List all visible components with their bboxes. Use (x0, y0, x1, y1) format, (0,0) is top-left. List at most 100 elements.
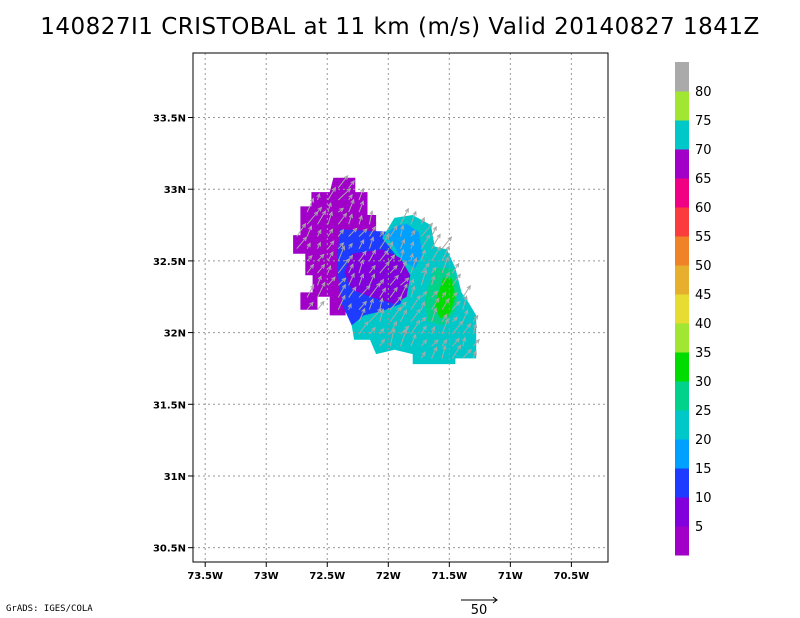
wind-vector (420, 235, 430, 249)
wind-vector (317, 264, 325, 274)
wind-vector (441, 298, 449, 310)
wind-vector-head (432, 225, 437, 231)
wind-vector (379, 309, 384, 322)
wind-vector (337, 246, 345, 262)
wind-vector (327, 251, 334, 262)
colorbar-swatch (675, 62, 689, 92)
wind-vector-head (422, 325, 427, 331)
wind-vector-head (360, 187, 365, 193)
wind-vector-head (329, 250, 334, 256)
wind-vector-head (389, 241, 394, 247)
wind-vector-head (320, 263, 326, 269)
wind-vector-head (321, 281, 326, 287)
wind-vector-head (339, 242, 345, 248)
wind-vector-head (316, 192, 321, 198)
colorbar-label: 50 (695, 259, 712, 274)
wind-vector-head (361, 307, 366, 313)
wind-vector-head (339, 228, 345, 234)
wind-vector (379, 233, 390, 249)
wind-vector-head (433, 307, 438, 313)
colorbar-swatch (675, 91, 689, 121)
wind-vector-head (371, 225, 376, 231)
wind-vector (472, 315, 479, 323)
wind-vector (410, 230, 416, 237)
wind-vector-head (442, 344, 447, 350)
wind-vector (431, 339, 439, 347)
wind-vector-head (393, 224, 398, 230)
wind-vector (410, 309, 421, 323)
wind-vector-head (445, 271, 451, 277)
wind-vector-head (461, 336, 467, 342)
wind-vector (348, 214, 353, 225)
wind-vector (306, 255, 313, 262)
wind-vector-head (444, 298, 450, 304)
wind-vector-head (466, 284, 471, 290)
wind-vector (389, 287, 398, 298)
wind-vector-head (381, 287, 386, 293)
wind-vector-head (328, 228, 334, 234)
wind-vector-head (455, 262, 460, 268)
wind-vector-head (359, 259, 365, 265)
wind-vector (410, 295, 421, 310)
wind-vector (327, 211, 333, 225)
wind-vector (462, 285, 471, 298)
wind-vector (306, 264, 314, 274)
wind-vector-head (456, 344, 462, 350)
wind-vector-head (342, 212, 348, 218)
wind-vector (420, 223, 433, 237)
wind-vector (358, 228, 368, 237)
wind-vector-head (433, 290, 439, 296)
wind-vector (462, 310, 468, 323)
wind-vector-head (379, 297, 384, 303)
wind-vector-head (463, 295, 468, 301)
wind-vector-head (331, 276, 336, 282)
wind-vector (368, 282, 381, 298)
colorbar-label: 80 (695, 85, 712, 100)
wind-vector-head (422, 339, 428, 345)
colorbar-label: 20 (695, 433, 712, 448)
wind-vector-head (432, 266, 437, 272)
wind-vector-head (467, 348, 472, 354)
wind-vector-head (403, 283, 408, 289)
colorbar-label: 30 (695, 375, 712, 390)
wind-vector-head (425, 262, 430, 268)
wind-vector (389, 254, 395, 262)
wind-vector-head (444, 256, 449, 262)
wind-vector (337, 242, 344, 250)
wind-vector-head (380, 338, 385, 344)
wind-vector-head (394, 274, 399, 280)
wind-vector-head (329, 240, 335, 246)
wind-vector-head (349, 263, 354, 269)
wind-vector-head (444, 317, 449, 323)
wind-vector (462, 337, 466, 347)
wind-vector-head (348, 213, 353, 219)
colorbar-swatch (675, 178, 689, 208)
wind-vector-head (319, 253, 325, 259)
wind-vector-head (348, 193, 353, 199)
wind-vector-head (455, 337, 460, 343)
wind-vector-head (341, 294, 346, 300)
wind-vector-head (411, 285, 416, 291)
wind-vector-head (339, 207, 345, 213)
wind-vector (358, 239, 365, 249)
wind-vector-head (301, 222, 307, 228)
wind-vector-head (379, 327, 385, 333)
wind-vector (420, 269, 427, 286)
wind-vector (306, 284, 315, 298)
chart-title: 140827I1 CRISTOBAL at 11 km (m/s) Valid … (40, 14, 760, 40)
colorbar-label: 35 (695, 346, 712, 361)
wind-vector (400, 309, 407, 323)
wind-vector-head (473, 314, 479, 320)
wind-vector (410, 257, 417, 274)
wind-vector-head (380, 308, 385, 314)
wind-vector-head (343, 174, 349, 180)
wind-vector (410, 334, 417, 347)
wind-vector (337, 175, 349, 189)
colorbar-swatch (675, 381, 689, 411)
wind-vector (420, 351, 426, 359)
wind-vector (327, 202, 332, 213)
wind-vector-head (348, 254, 354, 260)
wind-vector (389, 296, 402, 310)
wind-vector (368, 299, 374, 310)
wind-vector-head (392, 320, 397, 326)
